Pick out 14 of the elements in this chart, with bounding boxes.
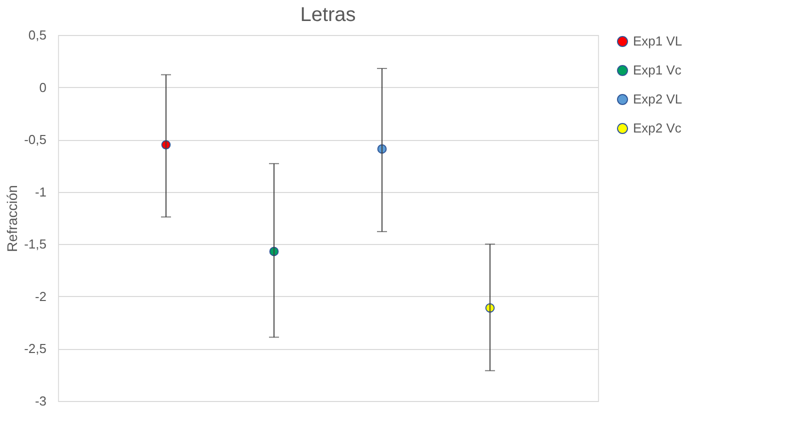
y-tick-label: -1 <box>34 184 46 200</box>
chart-title: Letras <box>300 4 356 26</box>
legend-label: Exp2 VL <box>633 92 682 106</box>
y-tick-label: -2,5 <box>24 341 46 356</box>
legend-label: Exp1 VL <box>633 34 682 48</box>
y-tick-label: 0,5 <box>28 28 46 42</box>
y-axis-title: Refracción <box>4 185 20 252</box>
legend-label: Exp1 Vc <box>633 62 682 78</box>
y-tick-label: 0 <box>39 80 46 95</box>
y-tick-label: -2 <box>34 288 46 304</box>
legend-label: Exp2 Vc <box>633 120 682 136</box>
y-tick-label: -0,5 <box>24 132 46 148</box>
y-tick-label: -1,5 <box>24 236 46 252</box>
y-tick-label: -3 <box>34 394 46 408</box>
